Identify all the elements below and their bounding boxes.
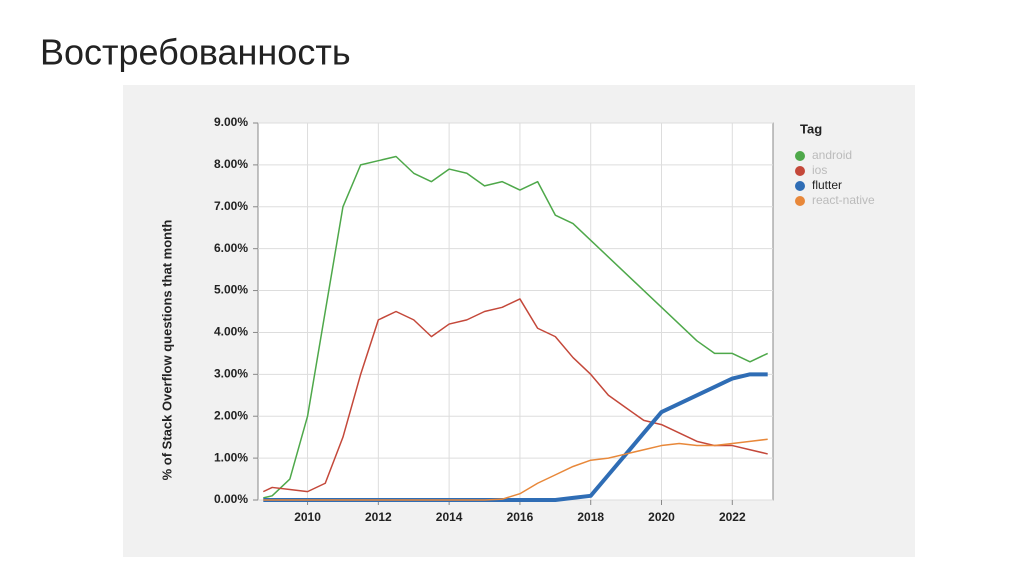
- x-tick-label: 2010: [294, 510, 321, 524]
- series-line: [263, 155, 769, 499]
- legend-title: Tag: [800, 121, 822, 136]
- y-tick-label: 8.00%: [214, 157, 248, 171]
- y-tick-label: 0.00%: [214, 492, 248, 506]
- x-tick-label: 2022: [719, 510, 746, 524]
- y-tick-label: 5.00%: [214, 283, 248, 297]
- series-line: [262, 298, 768, 493]
- x-tick-label: 2014: [436, 510, 463, 524]
- y-tick-label: 4.00%: [214, 325, 248, 339]
- y-tick-label: 9.00%: [214, 115, 248, 129]
- x-tick-label: 2012: [365, 510, 392, 524]
- slide-title: Востребованность: [40, 32, 351, 73]
- legend-label: react-native: [812, 193, 875, 207]
- legend-label: ios: [812, 163, 827, 177]
- x-tick-label: 2016: [507, 510, 534, 524]
- legend-label: flutter: [812, 178, 842, 192]
- plot-area: [257, 122, 774, 501]
- legend-swatch: [795, 151, 805, 161]
- y-tick-label: 1.00%: [214, 450, 248, 464]
- legend-swatch: [795, 181, 805, 191]
- legend-swatch: [795, 166, 805, 176]
- y-tick-label: 6.00%: [214, 241, 248, 255]
- y-tick-label: 2.00%: [214, 408, 248, 422]
- y-tick-label: 7.00%: [214, 199, 248, 213]
- series-line: [263, 438, 768, 501]
- y-axis-label: % of Stack Overflow questions that month: [159, 220, 174, 481]
- y-tick-label: 3.00%: [214, 367, 248, 381]
- x-tick-label: 2020: [648, 510, 675, 524]
- x-tick-label: 2018: [577, 510, 604, 524]
- legend-label: android: [812, 148, 852, 162]
- legend-swatch: [795, 196, 805, 206]
